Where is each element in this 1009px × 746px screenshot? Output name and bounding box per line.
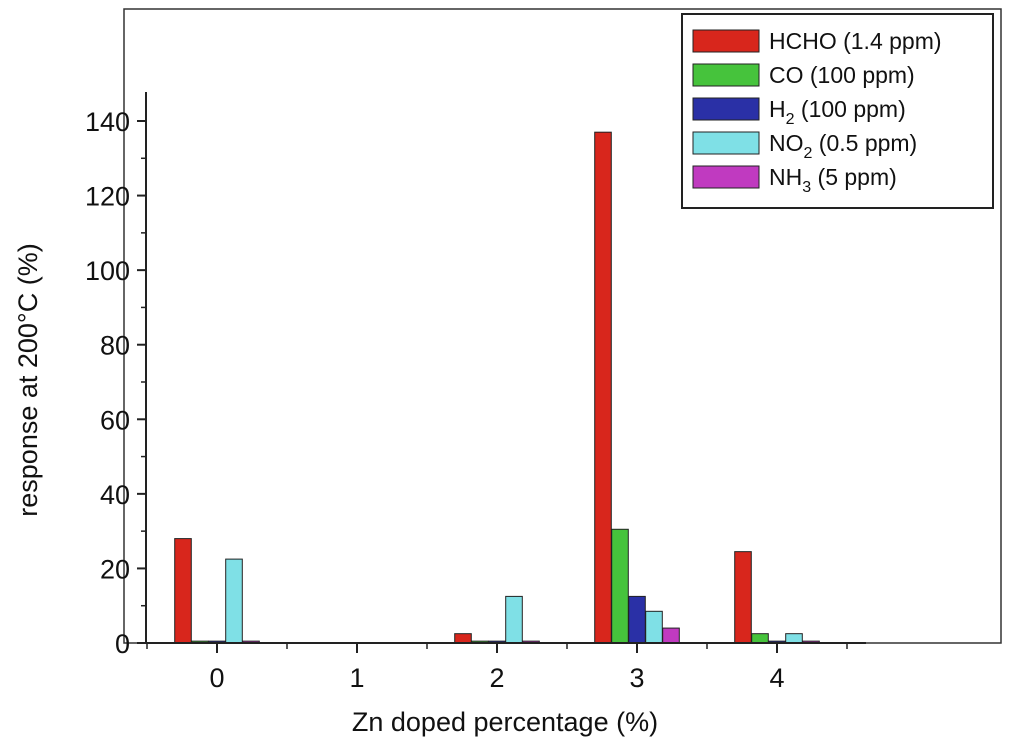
- legend-swatch: [692, 29, 760, 53]
- legend-swatch: [692, 165, 760, 189]
- bar-no2-2: [505, 595, 523, 644]
- y-tick-label: 0: [115, 629, 130, 659]
- legend-label: NH3 (5 ppm): [769, 164, 897, 196]
- legend-swatch: [692, 63, 760, 87]
- bar-co-3: [611, 528, 629, 644]
- bar-hcho-3: [594, 131, 612, 644]
- x-tick-label: 1: [349, 663, 364, 693]
- y-tick-label: 60: [100, 405, 130, 435]
- x-tick-label: 3: [629, 663, 644, 693]
- x-axis-title: Zn doped percentage (%): [352, 707, 658, 737]
- bars-group: [174, 131, 820, 644]
- x-tick-label: 2: [489, 663, 504, 693]
- y-tick-label: 140: [85, 107, 130, 137]
- x-tick-label: 0: [209, 663, 224, 693]
- x-tick-label: 4: [769, 663, 784, 693]
- y-tick-label: 120: [85, 182, 130, 212]
- bar-nh3-3: [662, 627, 680, 644]
- bar-no2-4: [785, 633, 803, 644]
- legend-label: NO2 (0.5 ppm): [769, 130, 917, 162]
- legend-label: CO (100 ppm): [769, 62, 915, 88]
- legend-swatch: [692, 131, 760, 155]
- bar-hcho-4: [734, 551, 752, 644]
- bar-hcho-0: [174, 538, 192, 644]
- bar-hcho-2: [454, 633, 472, 644]
- y-tick-label: 40: [100, 480, 130, 510]
- bar-no2-3: [645, 610, 663, 644]
- legend-label: HCHO (1.4 ppm): [769, 28, 942, 54]
- bar-no2-0: [225, 558, 243, 644]
- y-tick-label: 100: [85, 256, 130, 286]
- y-tick-label: 80: [100, 331, 130, 361]
- legend: HCHO (1.4 ppm) CO (100 ppm) H2 (100 ppm)NO…: [681, 13, 994, 209]
- y-axis-title: response at 200°C (%): [13, 243, 43, 516]
- axes-group: 0 20 40 60 80 100 120 140 0 1 2 3 4 Zn doped percenta…: [13, 92, 866, 737]
- bar-co-4: [751, 633, 769, 644]
- legend-swatch: [692, 97, 760, 121]
- bar-h2-3: [628, 595, 646, 644]
- y-tick-label: 20: [100, 554, 130, 584]
- legend-label: H2 (100 ppm): [769, 96, 906, 128]
